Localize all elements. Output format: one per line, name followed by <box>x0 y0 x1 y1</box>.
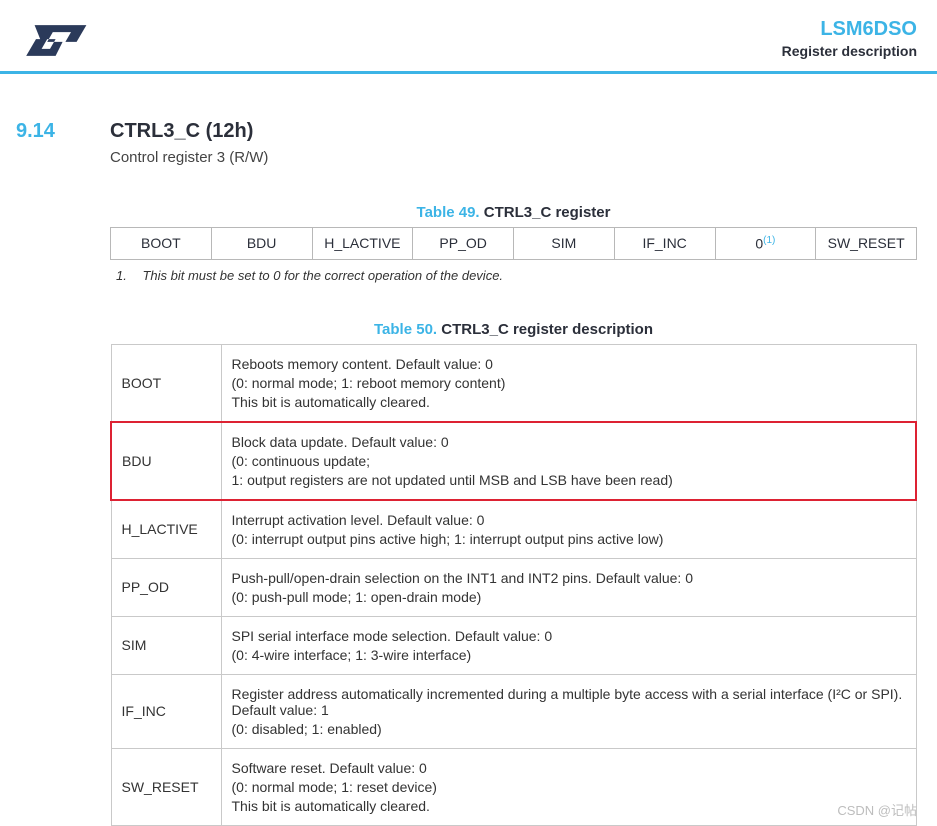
bit-desc-cell: Reboots memory content. Default value: 0… <box>221 344 916 422</box>
desc-line: (0: interrupt output pins active high; 1… <box>232 531 906 547</box>
bit-cell: H_LACTIVE <box>312 228 413 260</box>
bit-cell: BDU <box>211 228 312 260</box>
footnote-text: This bit must be set to 0 for the correc… <box>142 268 503 283</box>
desc-line: (0: normal mode; 1: reboot memory conten… <box>232 375 906 391</box>
desc-line: (0: normal mode; 1: reset device) <box>232 779 906 795</box>
table49-caption: Table 49. CTRL3_C register <box>110 204 917 221</box>
bit-cell: IF_INC <box>614 228 715 260</box>
bit-name-cell: SW_RESET <box>111 748 221 825</box>
desc-line: SPI serial interface mode selection. Def… <box>232 628 906 644</box>
bit-desc-cell: Software reset. Default value: 0 (0: norm… <box>221 748 916 825</box>
desc-line: Block data update. Default value: 0 <box>232 434 906 450</box>
bit-cell: 0(1) <box>715 228 816 260</box>
table50-caption: Table 50. CTRL3_C register description <box>110 321 917 338</box>
bit-desc-cell: SPI serial interface mode selection. Def… <box>221 616 916 674</box>
bits-table: BOOTBDUH_LACTIVEPP_ODSIMIF_INC0(1)SW_RES… <box>110 227 917 260</box>
table-row: H_LACTIVE Interrupt activation level. Def… <box>111 500 916 559</box>
desc-line: Software reset. Default value: 0 <box>232 760 906 776</box>
bit-name-cell: BDU <box>111 422 221 500</box>
bit-desc-cell: Register address automatically increment… <box>221 674 916 748</box>
watermark: CSDN @记帖 <box>837 800 917 819</box>
desc-line: Push-pull/open-drain selection on the IN… <box>232 570 906 586</box>
table-row: IF_INC Register address automatically inc… <box>111 674 916 748</box>
product-subtitle: Register description <box>782 43 917 59</box>
section-number: 9.14 <box>10 120 110 826</box>
table-row: BDU Block data update. Default value: 0 (0… <box>111 422 916 500</box>
desc-line: This bit is automatically cleared. <box>232 798 906 814</box>
table-row: BOOTReboots memory content. Default valu… <box>111 344 916 422</box>
table49-name: CTRL3_C register <box>484 204 611 221</box>
table50-name: CTRL3_C register description <box>441 321 653 338</box>
section: 9.14 CTRL3_C (12h) Control register 3 (R… <box>0 74 937 826</box>
desc-line: 1: output registers are not updated unti… <box>232 472 906 488</box>
table49-number: Table 49. <box>417 204 480 221</box>
header-right: LSM6DSO Register description <box>782 18 917 59</box>
bit-name-cell: IF_INC <box>111 674 221 748</box>
bits-row: BOOTBDUH_LACTIVEPP_ODSIMIF_INC0(1)SW_RES… <box>111 228 917 260</box>
bit-name-cell: BOOT <box>111 344 221 422</box>
desc-line: (0: 4-wire interface; 1: 3-wire interfac… <box>232 647 906 663</box>
bit-cell: SIM <box>514 228 615 260</box>
bit-desc-cell: Block data update. Default value: 0 (0: c… <box>221 422 916 500</box>
st-logo-icon <box>22 18 92 63</box>
bit-desc-cell: Push-pull/open-drain selection on the IN… <box>221 558 916 616</box>
desc-line: (0: disabled; 1: enabled) <box>232 721 906 737</box>
desc-line: Reboots memory content. Default value: 0 <box>232 356 906 372</box>
bit-desc-cell: Interrupt activation level. Default valu… <box>221 500 916 559</box>
table-row: SIM SPI serial interface mode selection. … <box>111 616 916 674</box>
table-row: PP_OD Push-pull/open-drain selection on t… <box>111 558 916 616</box>
description-table: BOOTReboots memory content. Default valu… <box>110 344 917 826</box>
bit-name-cell: H_LACTIVE <box>111 500 221 559</box>
bit-cell: BOOT <box>111 228 212 260</box>
bit-name-cell: PP_OD <box>111 558 221 616</box>
table49-footnote: 1. This bit must be set to 0 for the cor… <box>116 268 917 283</box>
desc-line: This bit is automatically cleared. <box>232 394 906 410</box>
section-body: CTRL3_C (12h) Control register 3 (R/W) T… <box>110 120 917 826</box>
desc-line: (0: continuous update; <box>232 453 906 469</box>
desc-line: (0: push-pull mode; 1: open-drain mode) <box>232 589 906 605</box>
table-row: SW_RESETSoftware reset. Default value: 0… <box>111 748 916 825</box>
desc-line: Interrupt activation level. Default valu… <box>232 512 906 528</box>
table50-number: Table 50. <box>374 321 437 338</box>
footnote-number: 1. <box>116 268 127 283</box>
desc-line: Register address automatically increment… <box>232 686 906 718</box>
bit-cell: PP_OD <box>413 228 514 260</box>
bit-cell: SW_RESET <box>816 228 917 260</box>
bit-name-cell: SIM <box>111 616 221 674</box>
product-name: LSM6DSO <box>782 18 917 41</box>
bit-superscript: (1) <box>763 235 775 246</box>
section-subtitle: Control register 3 (R/W) <box>110 149 917 166</box>
section-title: CTRL3_C (12h) <box>110 120 917 143</box>
page-header: LSM6DSO Register description <box>0 0 937 74</box>
